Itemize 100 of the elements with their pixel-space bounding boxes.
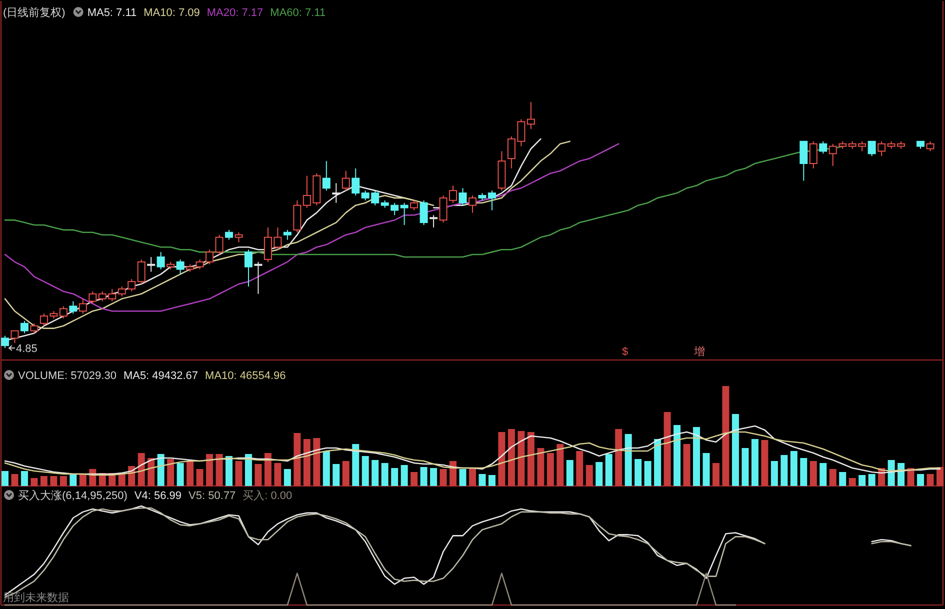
text: MA10: 46554.96 <box>205 370 286 382</box>
bar <box>274 463 282 486</box>
bar <box>732 414 739 486</box>
bar <box>70 474 77 486</box>
bar <box>430 468 438 486</box>
bar <box>176 463 184 486</box>
bar <box>381 463 388 486</box>
candlestick <box>526 102 535 130</box>
bar <box>917 474 924 486</box>
bar <box>848 478 856 486</box>
bar <box>313 438 320 486</box>
bar <box>576 451 584 486</box>
bar <box>810 461 817 486</box>
bar <box>186 461 194 486</box>
bar <box>546 453 554 486</box>
bar <box>60 476 67 486</box>
candlestick <box>332 182 340 204</box>
bar <box>79 474 86 486</box>
annotation: $ <box>622 346 628 358</box>
bar <box>2 471 8 486</box>
bar <box>469 468 476 486</box>
bar <box>605 454 612 486</box>
bar <box>566 460 574 486</box>
bar <box>30 478 38 486</box>
bar <box>936 467 944 486</box>
annotation: 4.85 <box>16 343 38 355</box>
bar <box>322 451 330 486</box>
bar <box>868 474 876 486</box>
bar <box>634 459 642 486</box>
bar <box>226 456 233 486</box>
bar <box>770 461 778 486</box>
bar <box>235 461 242 486</box>
bar <box>693 427 700 486</box>
bar <box>527 432 534 486</box>
bar <box>478 474 486 486</box>
bar <box>820 463 827 486</box>
bar <box>508 429 515 486</box>
bar <box>654 439 662 486</box>
text: MA20: 7.17 <box>206 7 264 19</box>
bar <box>294 433 301 486</box>
bar <box>196 469 204 486</box>
text: MA60: 7.11 <box>270 7 326 19</box>
bar <box>459 469 466 486</box>
bar <box>167 459 174 486</box>
annotation: 用到未来数据 <box>3 591 69 604</box>
bar <box>780 455 788 486</box>
bar <box>206 454 214 486</box>
bar <box>148 458 155 486</box>
bar <box>372 460 379 486</box>
bar <box>352 444 360 486</box>
bar <box>157 454 164 486</box>
bar <box>362 456 369 486</box>
bar <box>586 465 593 486</box>
bar <box>50 476 58 486</box>
bar <box>664 412 671 486</box>
text: MA10: 7.09 <box>144 7 200 19</box>
bar <box>20 471 28 486</box>
bar <box>450 461 457 486</box>
bar <box>644 461 652 486</box>
bar <box>332 464 340 486</box>
bar <box>391 468 398 486</box>
text: MA5: 49432.67 <box>123 370 198 382</box>
bar <box>254 464 262 486</box>
bar <box>303 439 310 486</box>
bar <box>537 448 544 486</box>
bar <box>216 454 223 486</box>
bar <box>264 453 272 486</box>
bar <box>722 386 730 486</box>
chart-title: VOLUME: 57029.30 <box>18 370 116 382</box>
bar <box>790 451 798 486</box>
bar <box>839 472 846 486</box>
bar <box>712 463 720 486</box>
bar <box>11 474 18 486</box>
bar <box>488 475 496 486</box>
bar <box>342 461 350 486</box>
bar <box>674 425 681 486</box>
bar <box>761 440 768 486</box>
bar <box>284 469 291 486</box>
bar <box>556 444 564 486</box>
annotation: 增 <box>693 346 705 358</box>
series-label: V4: 56.99 <box>134 490 182 502</box>
bar <box>751 439 758 486</box>
bar <box>400 465 408 486</box>
bar <box>40 476 48 486</box>
bar <box>829 469 836 486</box>
bar <box>858 475 866 486</box>
series-label: V5: 50.77 <box>188 490 236 502</box>
text: MA5: 7.11 <box>87 7 137 19</box>
bar <box>244 454 252 486</box>
bar <box>742 448 749 486</box>
bar <box>498 432 506 486</box>
bar <box>440 469 447 486</box>
bar <box>138 453 145 486</box>
bar <box>702 453 710 486</box>
chart-title: 买入大涨(6,14,95,250) <box>18 489 128 502</box>
bar <box>615 429 622 486</box>
bar <box>907 468 914 486</box>
bar <box>410 472 418 486</box>
bar <box>596 462 603 486</box>
text: 买入: 0.00 <box>242 489 292 502</box>
